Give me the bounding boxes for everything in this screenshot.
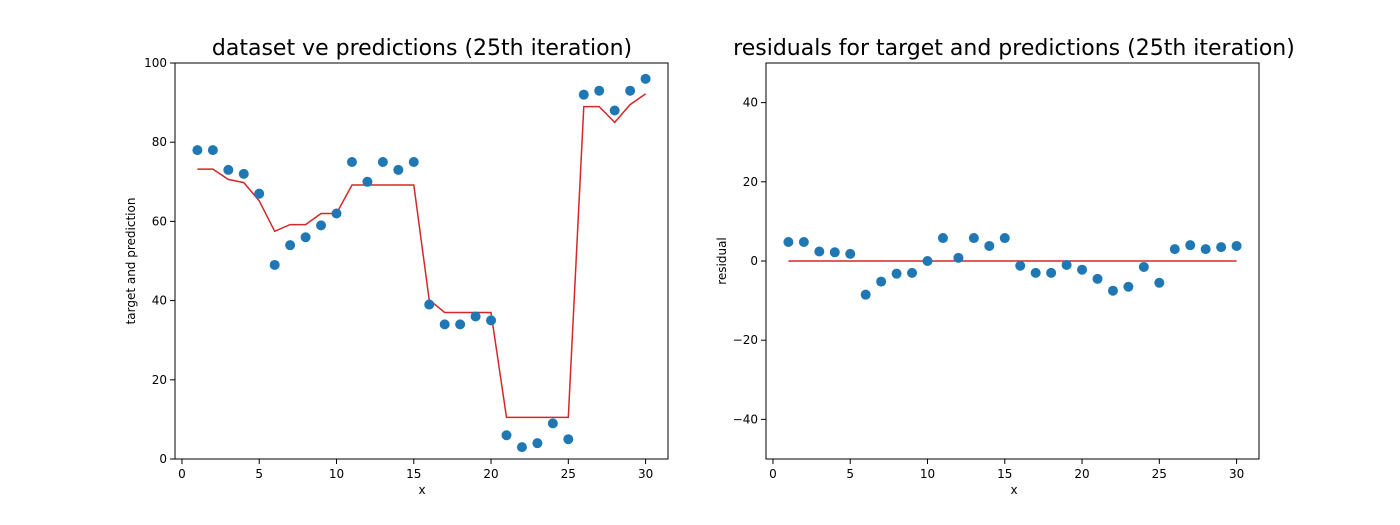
right-data-point <box>1107 285 1118 296</box>
right-data-point <box>814 246 825 257</box>
right-x-tick-label: 10 <box>920 467 935 481</box>
right-data-point <box>783 236 794 247</box>
left-chart-title: dataset ve predictions (25th iteration) <box>212 36 632 61</box>
left-data-point <box>331 208 342 219</box>
right-data-point <box>1231 240 1242 251</box>
right-data-point <box>999 233 1010 244</box>
left-data-point <box>486 315 497 326</box>
left-data-point <box>408 157 419 167</box>
right-x-axis-label: x <box>1010 483 1017 497</box>
right-data-point <box>937 233 948 244</box>
right-chart-title: residuals for target and predictions (25… <box>733 36 1295 61</box>
left-y-tick-label: 100 <box>144 56 167 70</box>
right-data-point <box>953 252 964 263</box>
left-data-point <box>269 259 280 270</box>
right-data-point <box>1015 260 1026 271</box>
right-data-point <box>922 256 933 266</box>
left-data-point <box>625 85 636 96</box>
right-data-point <box>968 233 979 244</box>
left-data-point <box>424 299 435 310</box>
right-y-tick-label: 40 <box>743 96 758 110</box>
right-data-point <box>829 247 840 258</box>
right-data-point <box>891 268 902 279</box>
right-data-point <box>876 276 887 287</box>
right-data-point <box>1077 264 1088 275</box>
right-x-tick-label: 30 <box>1229 467 1244 481</box>
left-x-axis-label: x <box>418 483 425 497</box>
right-x-tick-label: 25 <box>1152 467 1167 481</box>
left-data-point <box>547 418 558 429</box>
left-x-tick-label: 10 <box>329 467 344 481</box>
left-y-tick-label: 0 <box>159 452 167 466</box>
left-data-point <box>300 232 311 243</box>
left-data-point <box>254 188 265 199</box>
left-data-point <box>207 145 218 156</box>
left-data-point <box>640 73 651 84</box>
left-x-tick-label: 5 <box>255 467 263 481</box>
left-data-point <box>532 438 543 449</box>
left-data-point <box>362 176 373 187</box>
left-x-tick-label: 20 <box>483 467 498 481</box>
right-data-point <box>1030 267 1041 278</box>
left-data-point <box>238 168 249 179</box>
right-y-tick-label: −20 <box>733 333 758 347</box>
left-data-point <box>578 89 589 100</box>
left-data-point <box>594 85 605 96</box>
right-data-point <box>798 236 809 247</box>
left-y-tick-label: 20 <box>152 373 167 387</box>
right-data-point <box>984 240 995 251</box>
left-data-point <box>470 311 481 322</box>
right-data-point <box>907 267 918 278</box>
right-data-point <box>1154 277 1165 288</box>
right-y-tick-label: 0 <box>750 254 758 268</box>
left-data-point <box>609 105 620 116</box>
left-data-point <box>377 157 388 167</box>
right-data-point <box>1216 242 1227 253</box>
left-data-point <box>192 145 203 156</box>
left-data-point <box>346 157 357 167</box>
left-data-point <box>501 430 512 441</box>
right-data-point <box>1169 244 1180 255</box>
right-data-point <box>845 248 856 259</box>
left-y-axis-label: target and prediction <box>124 198 138 325</box>
right-data-point <box>1123 281 1134 292</box>
right-data-point <box>860 289 871 300</box>
right-x-tick-label: 5 <box>846 467 854 481</box>
left-data-point <box>393 164 404 175</box>
left-plot-area: 0 5 10 15 20 25 30 0 20 40 60 80 100 <box>144 56 669 481</box>
right-data-point <box>1200 244 1211 255</box>
left-data-point <box>316 220 327 231</box>
left-x-tick-label: 0 <box>178 467 186 481</box>
left-x-tick-label: 25 <box>561 467 576 481</box>
left-y-tick-label: 60 <box>152 214 167 228</box>
right-data-point <box>1185 240 1196 251</box>
right-y-axis-label: residual <box>715 237 729 285</box>
left-y-tick-label: 40 <box>152 294 167 308</box>
left-axes-frame <box>174 62 669 460</box>
right-x-tick-label: 0 <box>769 467 777 481</box>
left-data-point <box>455 319 466 330</box>
right-data-point <box>1138 261 1149 272</box>
right-y-tick-label: 20 <box>743 175 758 189</box>
left-x-tick-label: 15 <box>406 467 421 481</box>
right-x-tick-label: 20 <box>1074 467 1089 481</box>
left-y-tick-label: 80 <box>152 135 167 149</box>
left-data-point <box>223 164 234 175</box>
left-data-point <box>439 319 450 330</box>
right-x-tick-label: 15 <box>997 467 1012 481</box>
left-data-point <box>285 240 296 251</box>
right-y-tick-label: −40 <box>733 412 758 426</box>
left-x-tick-label: 30 <box>638 467 653 481</box>
right-data-point <box>1061 259 1072 270</box>
left-data-point <box>563 434 574 445</box>
left-data-point <box>516 442 527 453</box>
left-prediction-line <box>197 93 647 419</box>
right-plot-area: 0 5 10 15 20 25 30 −40 −20 0 20 40 <box>733 62 1260 481</box>
right-data-point <box>1092 273 1103 284</box>
right-data-point <box>1046 267 1057 278</box>
